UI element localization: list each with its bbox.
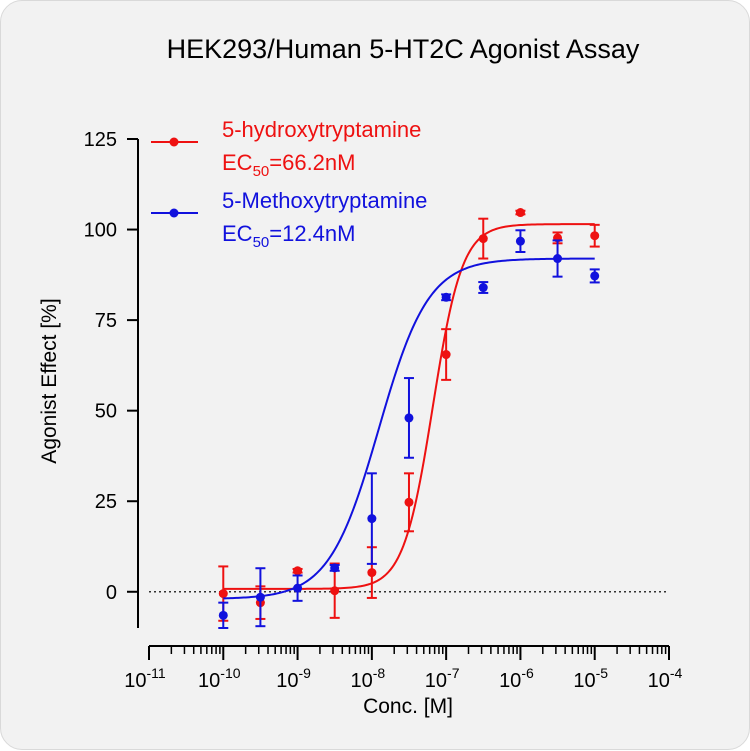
x-tick-exponent: -10 [220,665,240,681]
data-point [441,292,451,302]
ec50-value: =12.4nM [269,221,355,246]
x-tick-base: 10 [124,670,146,692]
data-point [330,563,340,573]
x-tick-label: 10-5 [573,665,608,692]
legend-ec50-series-0: EC50=66.2nM [222,150,355,180]
x-tick-label: 10-6 [499,665,534,692]
data-point [367,568,377,578]
x-tick-base: 10 [351,670,373,692]
fit-curve-series-1 [223,257,595,600]
legend-marker-series-0 [169,137,179,147]
legend-name-series-0: 5-hydroxytryptamine [222,117,421,142]
data-point [293,583,303,593]
x-tick-exponent: -4 [670,665,683,681]
y-tick-label: 50 [95,401,117,423]
data-point [404,413,414,423]
x-tick-label: 10-11 [124,665,166,692]
x-axis-label: Conc. [M] [363,695,453,718]
x-tick-exponent: -11 [147,665,166,681]
data-point [367,514,377,524]
data-point [478,234,488,244]
x-tick-base: 10 [499,670,521,692]
data-point [590,271,600,281]
data-point [515,208,525,218]
y-tick-label: 125 [84,129,117,151]
y-tick-label: 75 [95,310,117,332]
chart-title: HEK293/Human 5-HT2C Agonist Assay [167,34,640,64]
x-tick-label: 10-9 [276,665,311,692]
x-tick-label: 10-8 [351,665,386,692]
legend-marker-series-1 [169,208,179,218]
x-tick-base: 10 [648,670,670,692]
plot-area [149,208,669,629]
x-tick-exponent: -8 [373,665,386,681]
data-point [330,586,340,596]
data-point [404,497,414,507]
x-tick-label: 10-7 [425,665,460,692]
data-point [478,283,488,293]
data-point [218,610,228,620]
ec50-value: =66.2nM [269,150,355,175]
x-tick-base: 10 [198,670,220,692]
legend-ec50-series-1: EC50=12.4nM [222,221,355,251]
data-point [218,589,228,599]
data-point [441,350,451,360]
x-tick-exponent: -9 [298,665,311,681]
ec50-subscript: 50 [253,163,270,180]
data-point [515,236,525,246]
x-tick-base: 10 [573,670,595,692]
ec50-subscript: 50 [253,234,270,251]
x-tick-label: 10-10 [198,665,241,692]
data-point [553,254,563,264]
y-tick-label: 25 [95,491,117,513]
x-tick-base: 10 [425,670,447,692]
x-tick-base: 10 [276,670,298,692]
data-point [255,592,265,602]
y-axis-label: Agonist Effect [%] [38,298,61,463]
x-tick-exponent: -5 [596,665,609,681]
legend-name-series-1: 5-Methoxytryptamine [222,188,427,213]
legend: 5-hydroxytryptamineEC50=66.2nM5-Methoxyt… [151,117,427,251]
x-tick-label: 10-4 [648,665,683,692]
ec50-prefix: EC [222,221,253,246]
y-tick-label: 100 [84,220,117,242]
y-tick-label: 0 [106,582,117,604]
data-point [590,231,600,241]
ec50-prefix: EC [222,150,253,175]
x-tick-exponent: -6 [521,665,534,681]
x-tick-exponent: -7 [447,665,460,681]
data-point [293,566,303,576]
